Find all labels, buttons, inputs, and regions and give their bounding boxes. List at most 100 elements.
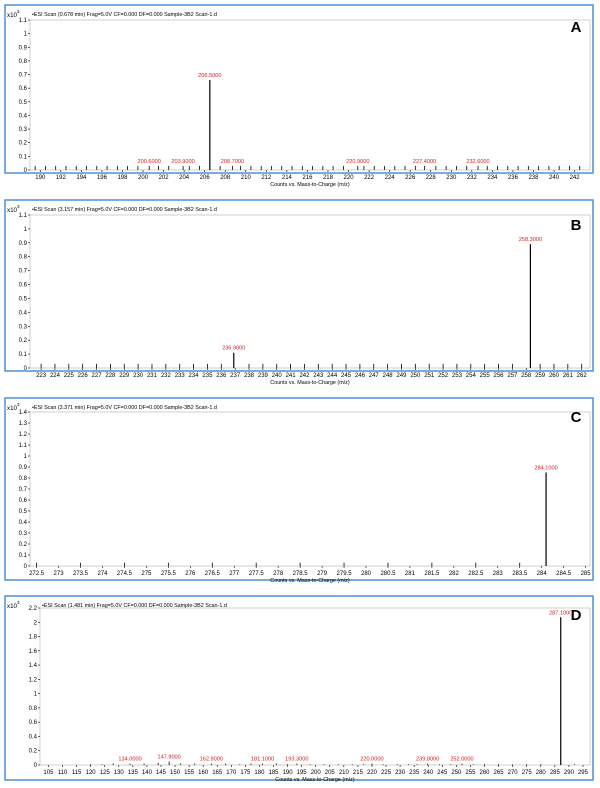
spectrum-panel-b: •ESI Scan (3.157 min) Frag=5.0V CF=0.000… (4, 199, 594, 386)
y-multiplier: x10 (7, 12, 18, 19)
scan-title: •ESI Scan (3.371 min) Frag=5.0V CF=0.000… (32, 405, 217, 411)
y-tick-label: 2.2 (29, 606, 38, 612)
x-tick-label: 275 (141, 571, 152, 577)
y-tick-label: 0.8 (19, 59, 28, 65)
x-tick-label: 283 (493, 571, 504, 577)
x-tick-label: 262 (577, 373, 588, 379)
y-tick-label: 1.1 (19, 213, 28, 219)
x-tick-label: 240 (549, 175, 560, 181)
y-tick-label: 0.5 (19, 296, 28, 302)
x-tick-label: 226 (78, 373, 89, 379)
x-tick-label: 279 (317, 571, 328, 577)
peak-label: 220.0000 (360, 757, 383, 763)
scan-title: •ESI Scan (3.157 min) Frag=5.0V CF=0.000… (32, 207, 217, 213)
x-tick-label: 170 (226, 770, 237, 776)
y-tick-label: 0.4 (29, 734, 38, 740)
x-tick-label: 255 (480, 373, 491, 379)
y-tick-label: 0.8 (19, 476, 28, 482)
x-tick-label: 220 (367, 770, 378, 776)
x-tick-label: 260 (549, 373, 560, 379)
spectrum-panel-c: •ESI Scan (3.371 min) Frag=5.0V CF=0.000… (4, 397, 594, 584)
panel-frame (4, 199, 594, 372)
y-tick-label: 1.1 (19, 443, 28, 449)
x-tick-label: 238 (244, 373, 255, 379)
x-tick-label: 290 (564, 770, 575, 776)
x-tick-label: 190 (35, 175, 46, 181)
peak-label: 220.9000 (346, 159, 369, 165)
y-tick-label: 1.6 (29, 649, 38, 655)
y-tick-label: 0.1 (19, 553, 28, 559)
x-tick-label: 256 (494, 373, 505, 379)
y-tick-label: 0.3 (19, 127, 28, 133)
peak-label: 232.6000 (466, 159, 489, 165)
x-tick-label: 223 (36, 373, 47, 379)
x-tick-label: 280 (361, 571, 372, 577)
y-tick-label: 0.3 (19, 531, 28, 537)
x-tick-label: 247 (369, 373, 380, 379)
x-tick-label: 236 (216, 373, 227, 379)
x-tick-label: 198 (117, 175, 128, 181)
peak-label: 147.9000 (157, 754, 180, 760)
x-tick-label: 230 (133, 373, 144, 379)
y-tick-label: 0.5 (19, 509, 28, 515)
x-tick-label: 244 (327, 373, 338, 379)
scan-title: •ESI Scan (1.481 min) Frag=5.0V CF=0.000… (42, 603, 227, 609)
y-multiplier: x10 (7, 207, 18, 214)
y-tick-label: 1.4 (19, 410, 28, 416)
peak-label: 134.0000 (118, 757, 141, 763)
y-tick-label: 0.1 (19, 352, 28, 358)
x-tick-label: 243 (313, 373, 324, 379)
x-tick-label: 238 (528, 175, 539, 181)
y-tick-label: 1 (34, 692, 38, 698)
peak-label: 236.9000 (222, 346, 245, 352)
x-tick-label: 205 (325, 770, 336, 776)
y-tick-label: 0.7 (19, 269, 28, 275)
x-tick-label: 215 (353, 770, 364, 776)
y-multiplier-exponent: 3 (17, 600, 20, 605)
peak-label: 258.3000 (519, 237, 542, 243)
x-tick-label: 272.5 (29, 571, 45, 577)
x-tick-label: 115 (72, 770, 82, 776)
panel-label: B (571, 217, 582, 234)
x-tick-label: 226 (405, 175, 416, 181)
panel-label: A (571, 19, 582, 36)
peak-label: 200.6000 (138, 159, 161, 165)
x-tick-label: 235 (202, 373, 213, 379)
y-tick-label: 0.4 (19, 113, 28, 119)
y-tick-label: 1.4 (29, 663, 38, 669)
x-tick-label: 180 (254, 770, 265, 776)
scan-title: •ESI Scan (0.678 min) Frag=5.0V CF=0.000… (32, 12, 217, 18)
plot-area (29, 214, 591, 369)
y-tick-label: 0 (34, 763, 38, 769)
x-tick-label: 237 (230, 373, 241, 379)
x-tick-label: 279.5 (337, 571, 353, 577)
x-tick-label: 194 (76, 175, 87, 181)
y-tick-label: 0.1 (19, 154, 28, 160)
x-tick-label: 214 (282, 175, 293, 181)
x-axis-label: Counts vs. Mass-to-Charge (m/z) (270, 380, 350, 386)
x-tick-label: 260 (479, 770, 490, 776)
x-tick-label: 125 (100, 770, 111, 776)
x-tick-label: 246 (355, 373, 366, 379)
y-tick-label: 0.9 (19, 241, 28, 247)
y-tick-label: 0.4 (19, 310, 28, 316)
peak-label: 227.4000 (413, 159, 436, 165)
x-tick-label: 284 (537, 571, 548, 577)
x-tick-label: 276.5 (205, 571, 221, 577)
y-tick-label: 1 (24, 454, 28, 460)
x-tick-label: 278 (273, 571, 284, 577)
panel-label: D (571, 607, 582, 624)
panel-frame (4, 4, 594, 174)
y-tick-label: 1.2 (19, 432, 28, 438)
x-tick-label: 255 (465, 770, 476, 776)
x-tick-label: 280 (536, 770, 547, 776)
x-tick-label: 239 (258, 373, 269, 379)
x-tick-label: 261 (563, 373, 574, 379)
x-tick-label: 229 (119, 373, 130, 379)
x-tick-label: 232 (161, 373, 172, 379)
x-tick-label: 234 (189, 373, 200, 379)
x-tick-label: 204 (179, 175, 190, 181)
x-tick-label: 210 (241, 175, 252, 181)
x-tick-label: 281 (405, 571, 416, 577)
